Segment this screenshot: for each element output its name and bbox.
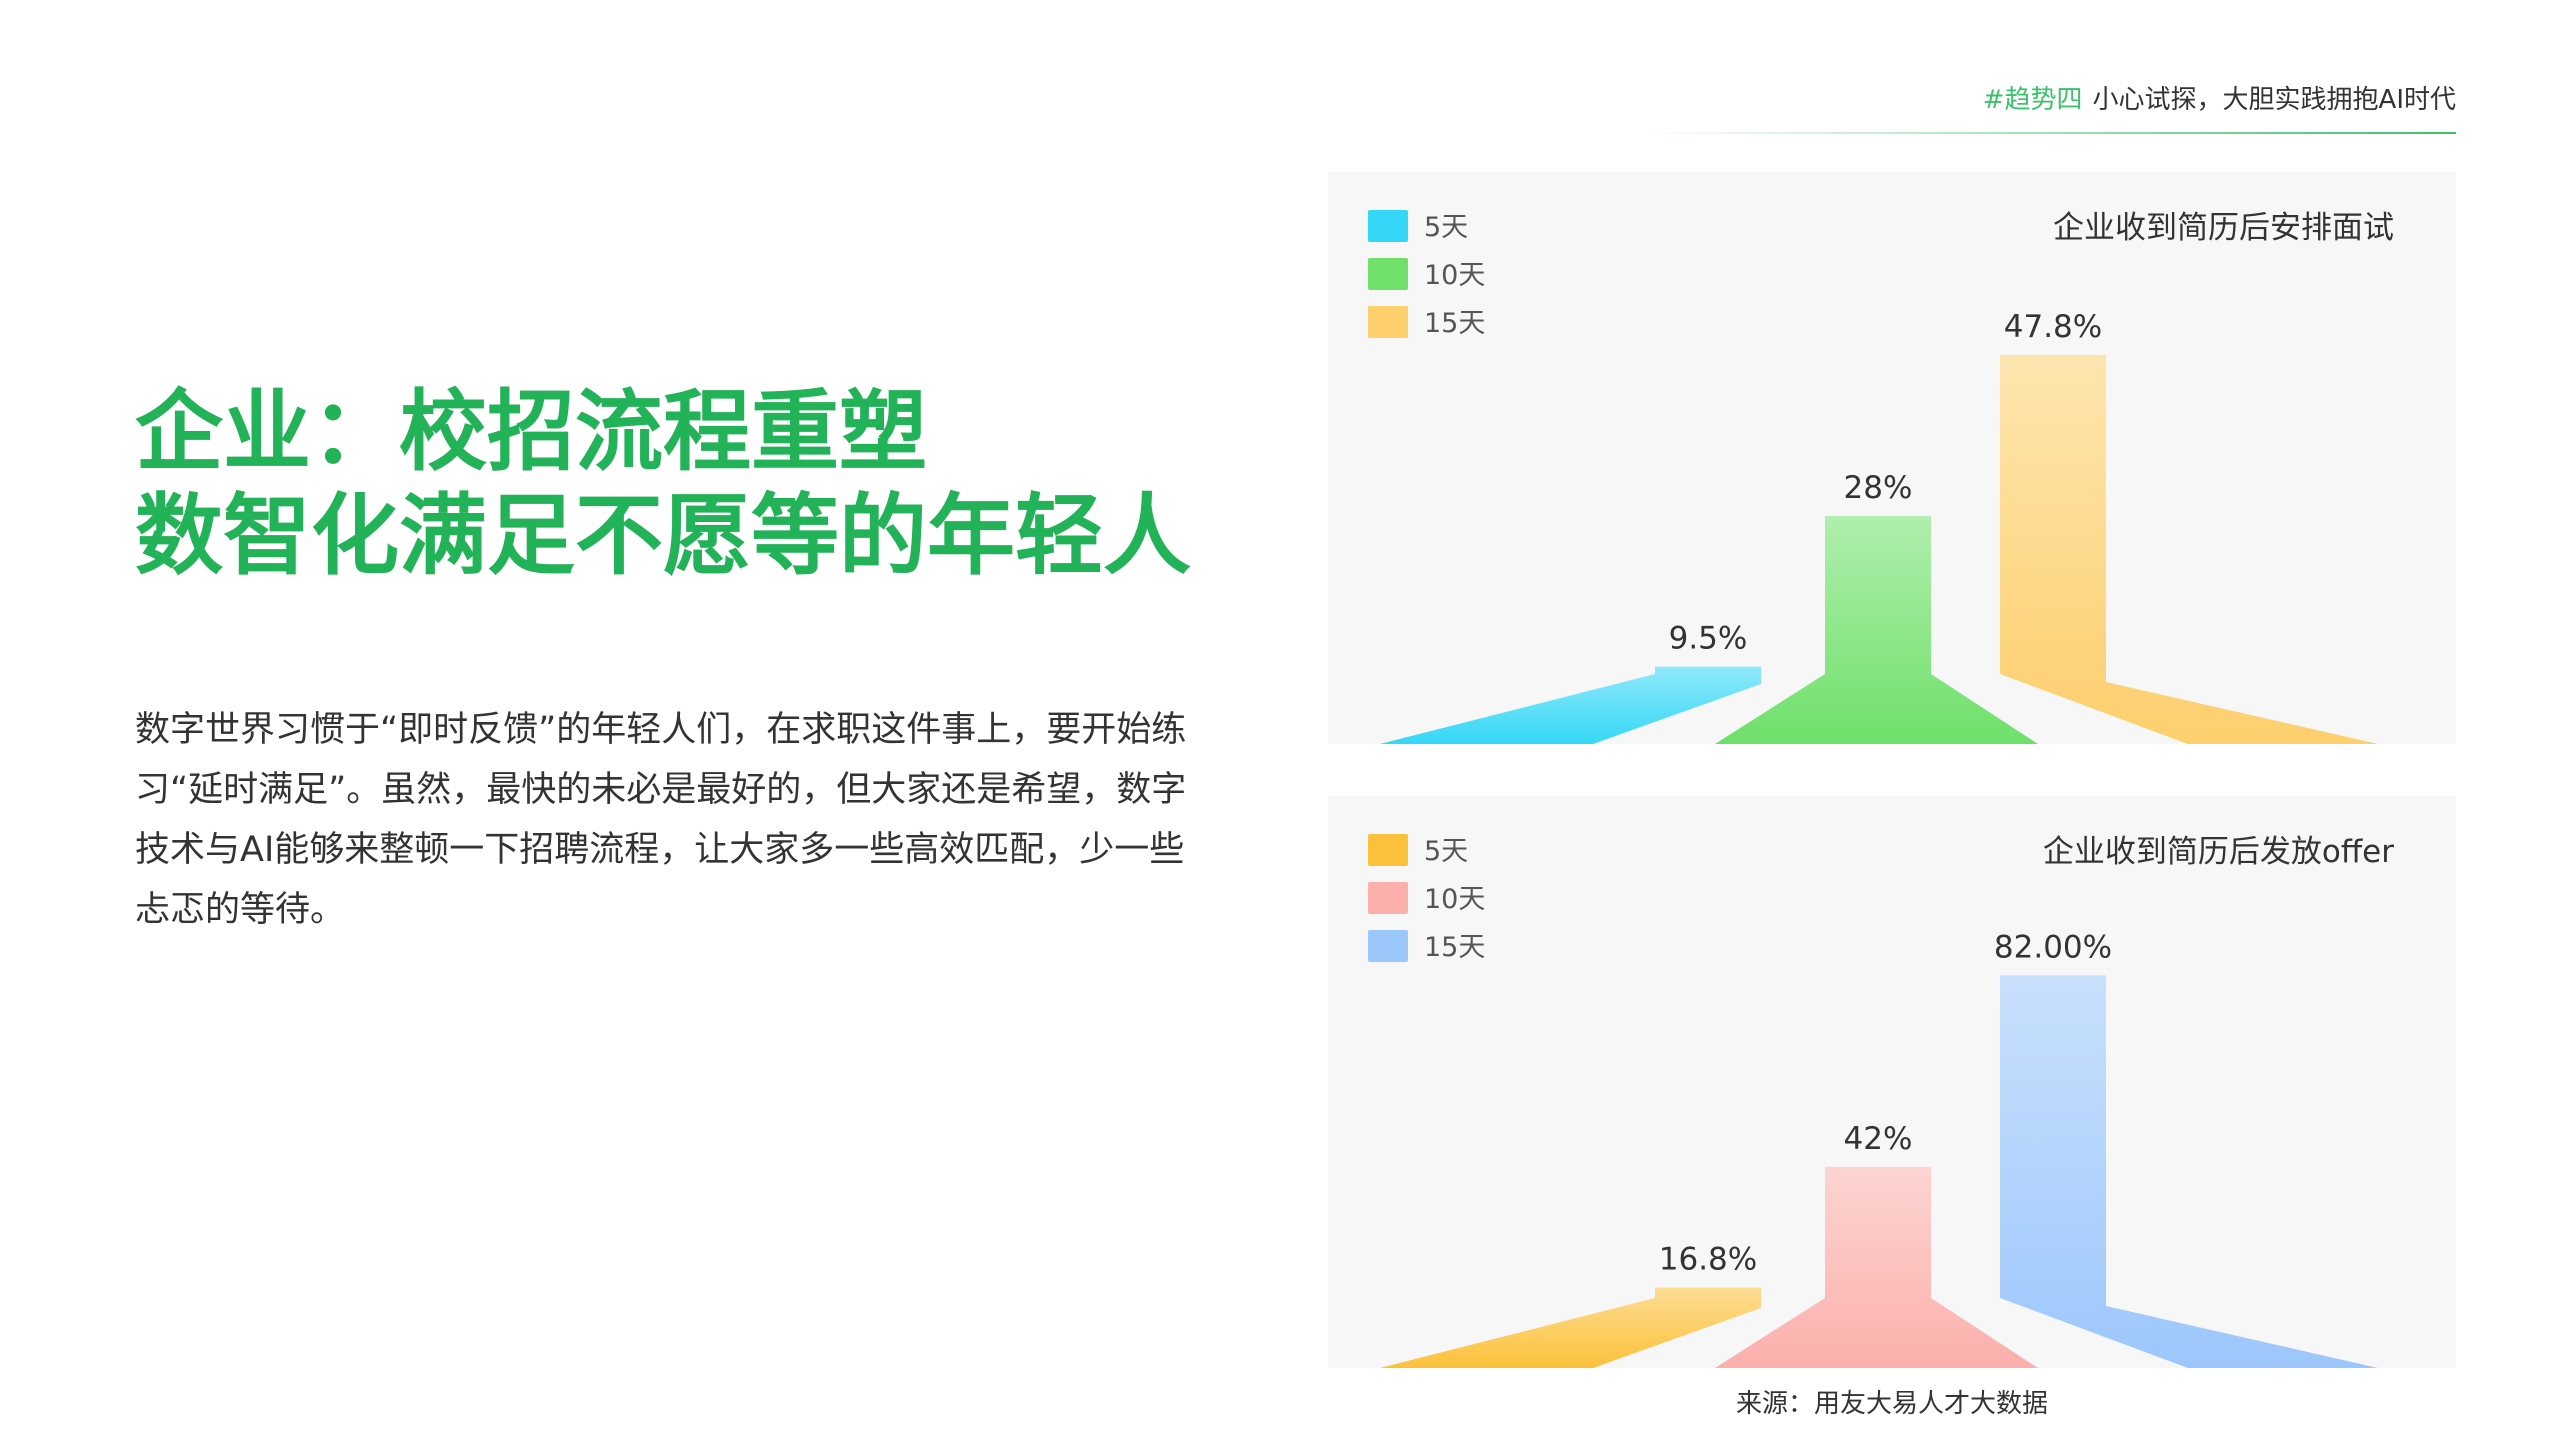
- body-paragraph: 数字世界习惯于“即时反馈”的年轻人们，在求职这件事上，要开始练习“延时满足”。虽…: [135, 710, 1187, 930]
- legend-label-3: 15天: [1424, 932, 1485, 963]
- data-label-1: 9.5%: [1669, 621, 1748, 657]
- legend-swatch-3: [1368, 306, 1408, 338]
- data-label-3: 47.8%: [2004, 309, 2102, 345]
- header-tag-hash: #趋势四: [1982, 85, 2083, 115]
- header-tag: #趋势四 小心试探，大胆实践拥抱AI时代: [1983, 80, 2456, 120]
- page-title-line-2: 数智化满足不愿等的年轻人: [135, 484, 1192, 587]
- page-title-line-1: 企业：校招流程重塑: [135, 380, 928, 483]
- data-label-2: 42%: [1844, 1121, 1913, 1157]
- chart-title: 企业收到简历后发放offer: [2043, 834, 2394, 870]
- bar-1: [1380, 1287, 1761, 1368]
- bar-2: [1715, 516, 2038, 744]
- legend-label-2: 10天: [1424, 260, 1485, 291]
- bar-1: [1380, 666, 1761, 744]
- source-note: 来源：用友大易人才大数据: [1735, 1389, 2048, 1419]
- legend-label-1: 5天: [1424, 212, 1468, 243]
- page-title: 企业：校招流程重塑 数智化满足不愿等的年轻人: [135, 380, 1191, 588]
- legend-swatch-1: [1368, 834, 1408, 866]
- bar-3: [2000, 354, 2378, 744]
- data-label-3: 82.00%: [1994, 929, 2112, 965]
- chart-panel-interview: 企业收到简历后安排面试 5天 10天 15天 9.5% 28% 47.8%: [1328, 172, 2456, 744]
- chart-title: 企业收到简历后安排面试: [2053, 210, 2394, 246]
- legend-label-3: 15天: [1424, 308, 1485, 339]
- legend-label-1: 5天: [1424, 836, 1468, 867]
- header-divider: [1640, 132, 2456, 134]
- header-tag-subtitle: 小心试探，大胆实践拥抱AI时代: [2092, 85, 2456, 115]
- legend-swatch-1: [1368, 210, 1408, 242]
- chart-panel-offer: 企业收到简历后发放offer 5天 10天 15天 16.8% 42% 82.00%: [1328, 796, 2456, 1368]
- legend-swatch-2: [1368, 258, 1408, 290]
- legend-swatch-2: [1368, 882, 1408, 914]
- legend-swatch-3: [1368, 930, 1408, 962]
- data-label-1: 16.8%: [1659, 1242, 1757, 1278]
- legend-label-2: 10天: [1424, 884, 1485, 915]
- bar-3: [2000, 975, 2378, 1368]
- data-label-2: 28%: [1844, 470, 1913, 506]
- chart-offer: 企业收到简历后发放offer 5天 10天 15天 16.8% 42% 82.00%: [1368, 834, 2394, 1368]
- bar-2: [1715, 1166, 2038, 1368]
- chart-interview: 企业收到简历后安排面试 5天 10天 15天 9.5% 28% 47.8%: [1368, 210, 2394, 744]
